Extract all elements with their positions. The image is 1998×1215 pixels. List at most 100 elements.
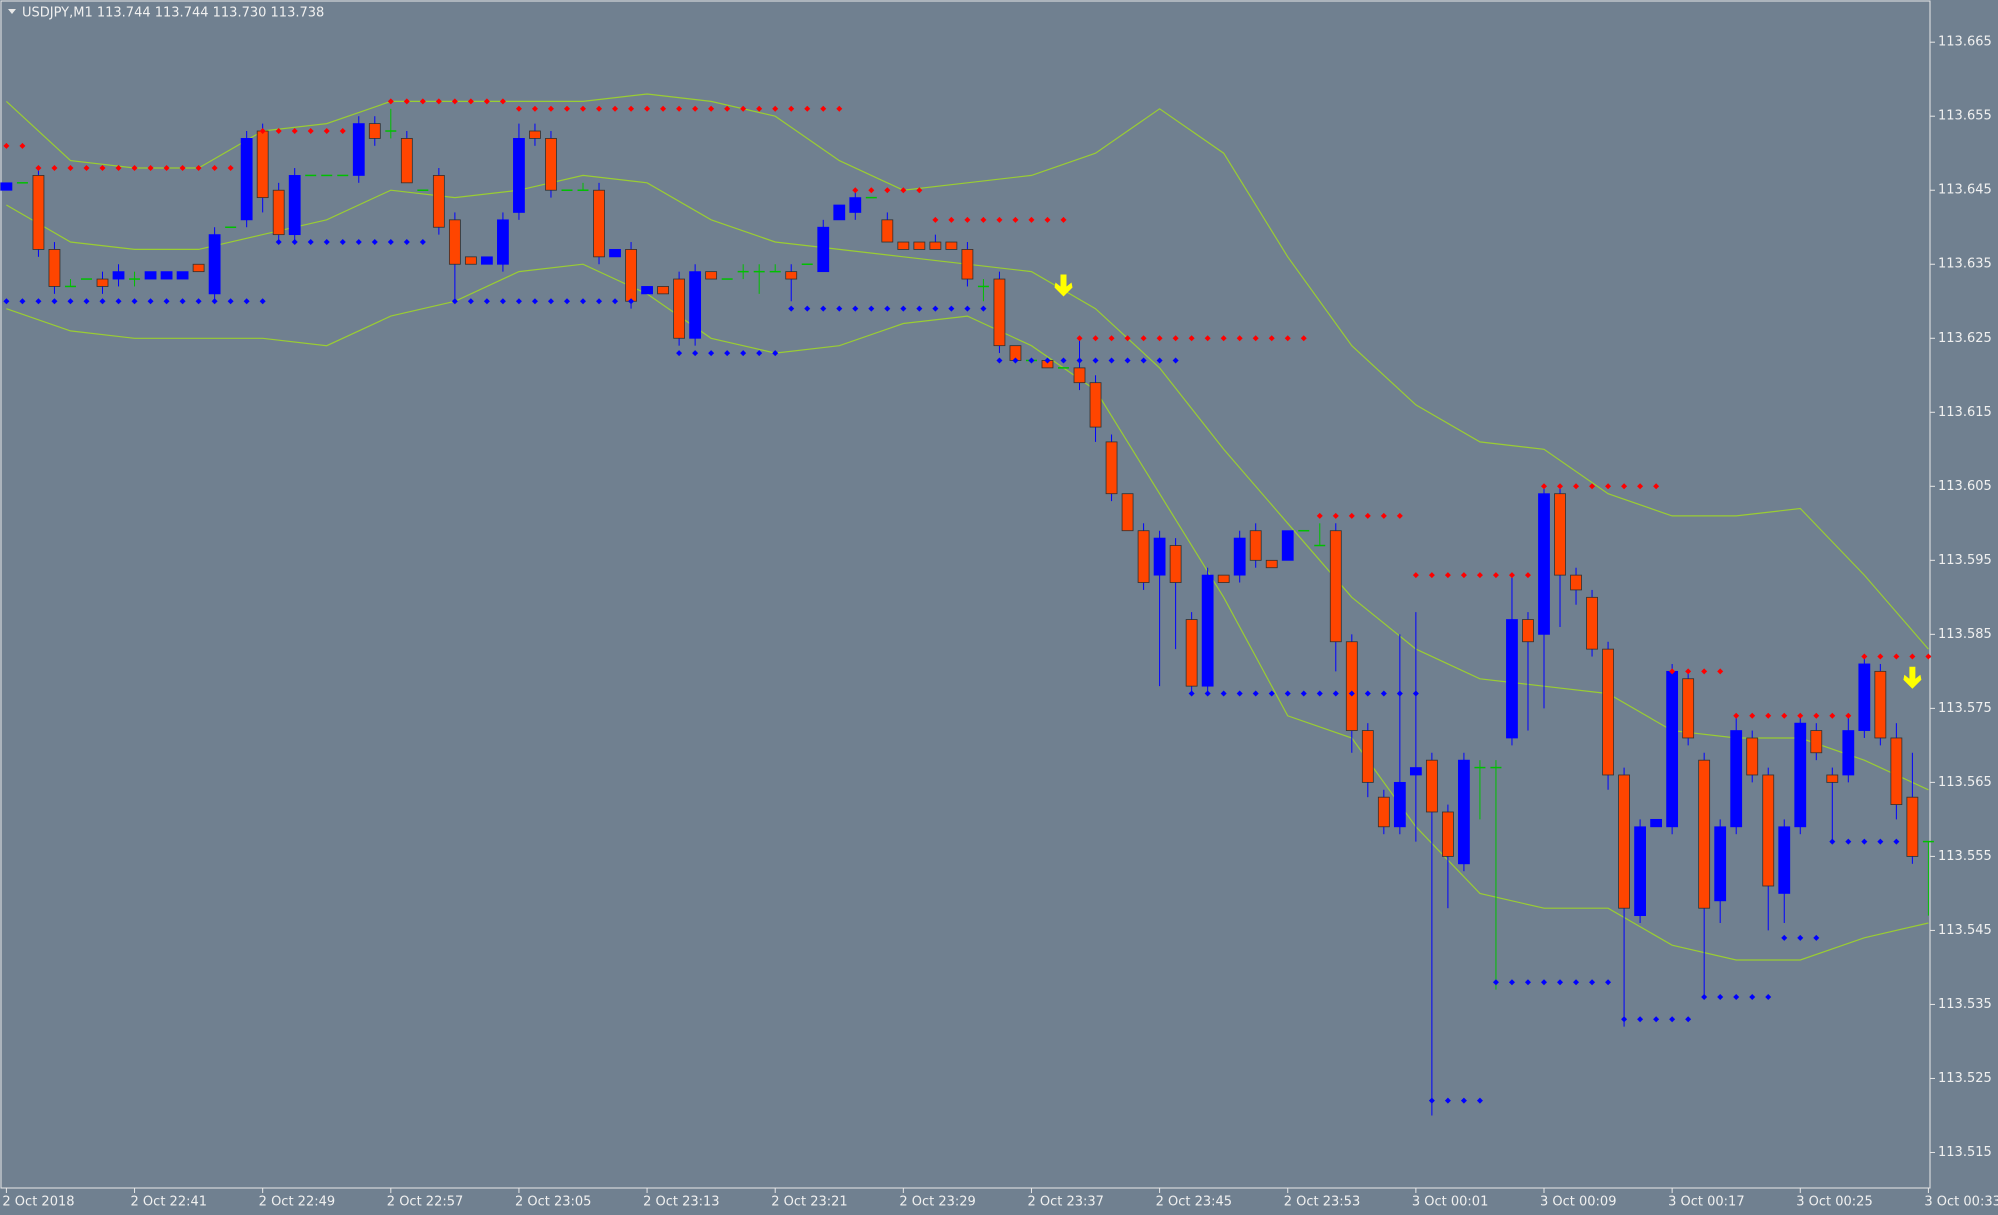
bollinger-upper [5, 93, 1929, 650]
support-dot [51, 298, 58, 305]
y-tick-label: 113.535 [1938, 997, 1992, 1012]
resistance-dot [1236, 335, 1243, 342]
resistance-dot [1044, 216, 1051, 223]
resistance-dot [163, 165, 170, 172]
candle-body [1169, 545, 1182, 583]
resistance-dot [1460, 572, 1467, 579]
x-tick-label: 3 Oct 00:01 [1412, 1195, 1488, 1210]
support-dot [1220, 690, 1227, 697]
support-dot [1412, 690, 1419, 697]
support-dot [1797, 934, 1804, 941]
candle-body [609, 249, 621, 258]
candle-body [929, 241, 942, 250]
resistance-dot [307, 128, 314, 135]
x-tick-label: 2 Oct 23:21 [771, 1195, 847, 1210]
y-tick-label: 113.615 [1938, 405, 1992, 420]
resistance-dot [1589, 483, 1596, 490]
candle-body [1249, 530, 1262, 561]
resistance-dot [1092, 335, 1099, 342]
candle-body [833, 204, 846, 221]
support-dot [99, 298, 106, 305]
candle-body [208, 234, 221, 295]
candle-body [1345, 641, 1358, 731]
y-tick-label: 113.525 [1938, 1071, 1992, 1086]
support-dot [1669, 1016, 1676, 1023]
support-dot [1428, 1097, 1435, 1104]
resistance-dot [820, 105, 827, 112]
resistance-dot [1669, 668, 1676, 675]
x-tick-label: 2 Oct 23:53 [1284, 1195, 1360, 1210]
x-tick-label: 2 Oct 23:13 [643, 1195, 719, 1210]
resistance-dot [467, 98, 474, 105]
support-dot [1380, 690, 1387, 697]
candle-body [497, 219, 509, 265]
candle-body [96, 278, 109, 287]
candle-body [625, 249, 637, 302]
support-dot [1188, 690, 1195, 697]
resistance-dot [708, 105, 715, 112]
support-dot [67, 298, 74, 305]
support-dot [820, 305, 827, 312]
support-dot [1284, 690, 1291, 697]
candle-body [529, 130, 541, 139]
resistance-dot [291, 128, 298, 135]
support-dot [724, 350, 731, 357]
candle-body [1666, 670, 1679, 828]
x-tick-label: 2 Oct 2018 [2, 1195, 74, 1210]
y-tick-label: 113.515 [1938, 1145, 1992, 1160]
resistance-dot [1797, 712, 1804, 719]
support-dot [1765, 994, 1772, 1001]
resistance-dot [868, 187, 875, 194]
resistance-dot [1909, 653, 1916, 660]
candle-body [1826, 774, 1839, 783]
y-tick-label: 113.655 [1938, 109, 1992, 124]
support-dot [836, 305, 843, 312]
resistance-dot [1685, 668, 1692, 675]
support-dot [1252, 690, 1259, 697]
candle-body [32, 175, 45, 250]
support-dot [1733, 994, 1740, 1001]
resistance-dot [1284, 335, 1291, 342]
support-dot [1861, 838, 1868, 845]
candle-body [1425, 759, 1438, 813]
support-dot [1781, 934, 1788, 941]
support-dot [1701, 994, 1708, 1001]
support-dot [211, 298, 218, 305]
candle-body [1361, 730, 1374, 783]
support-dot [419, 239, 426, 246]
menu-triangle[interactable] [8, 9, 16, 14]
resistance-dot [580, 105, 587, 112]
support-dot [1589, 979, 1596, 986]
resistance-dot [660, 105, 667, 112]
candle-body [1906, 796, 1919, 857]
resistance-dot [179, 165, 186, 172]
support-dot [227, 298, 234, 305]
resistance-dot [1781, 712, 1788, 719]
candle-body [1890, 737, 1903, 805]
y-tick-label: 113.565 [1938, 775, 1992, 790]
resistance-dot [964, 216, 971, 223]
support-dot [131, 298, 138, 305]
support-dot [1172, 357, 1179, 364]
candle-body [593, 189, 605, 258]
resistance-dot [1108, 335, 1115, 342]
resistance-dot [884, 187, 891, 194]
resistance-dot [1012, 216, 1019, 223]
support-dot [932, 305, 939, 312]
resistance-dot [1220, 335, 1227, 342]
support-dot [1476, 1097, 1483, 1104]
support-dot [467, 298, 474, 305]
resistance-dot [612, 105, 619, 112]
candle-body [112, 271, 125, 280]
candle-body [400, 138, 413, 184]
resistance-dot [1861, 653, 1868, 660]
support-dot [948, 305, 955, 312]
y-tick-label: 113.595 [1938, 553, 1992, 568]
candle-body [144, 271, 157, 280]
resistance-dot [1332, 512, 1339, 519]
support-dot [1044, 357, 1051, 364]
support-dot [1236, 690, 1243, 697]
candle-body [0, 182, 13, 191]
support-dot [1845, 838, 1852, 845]
